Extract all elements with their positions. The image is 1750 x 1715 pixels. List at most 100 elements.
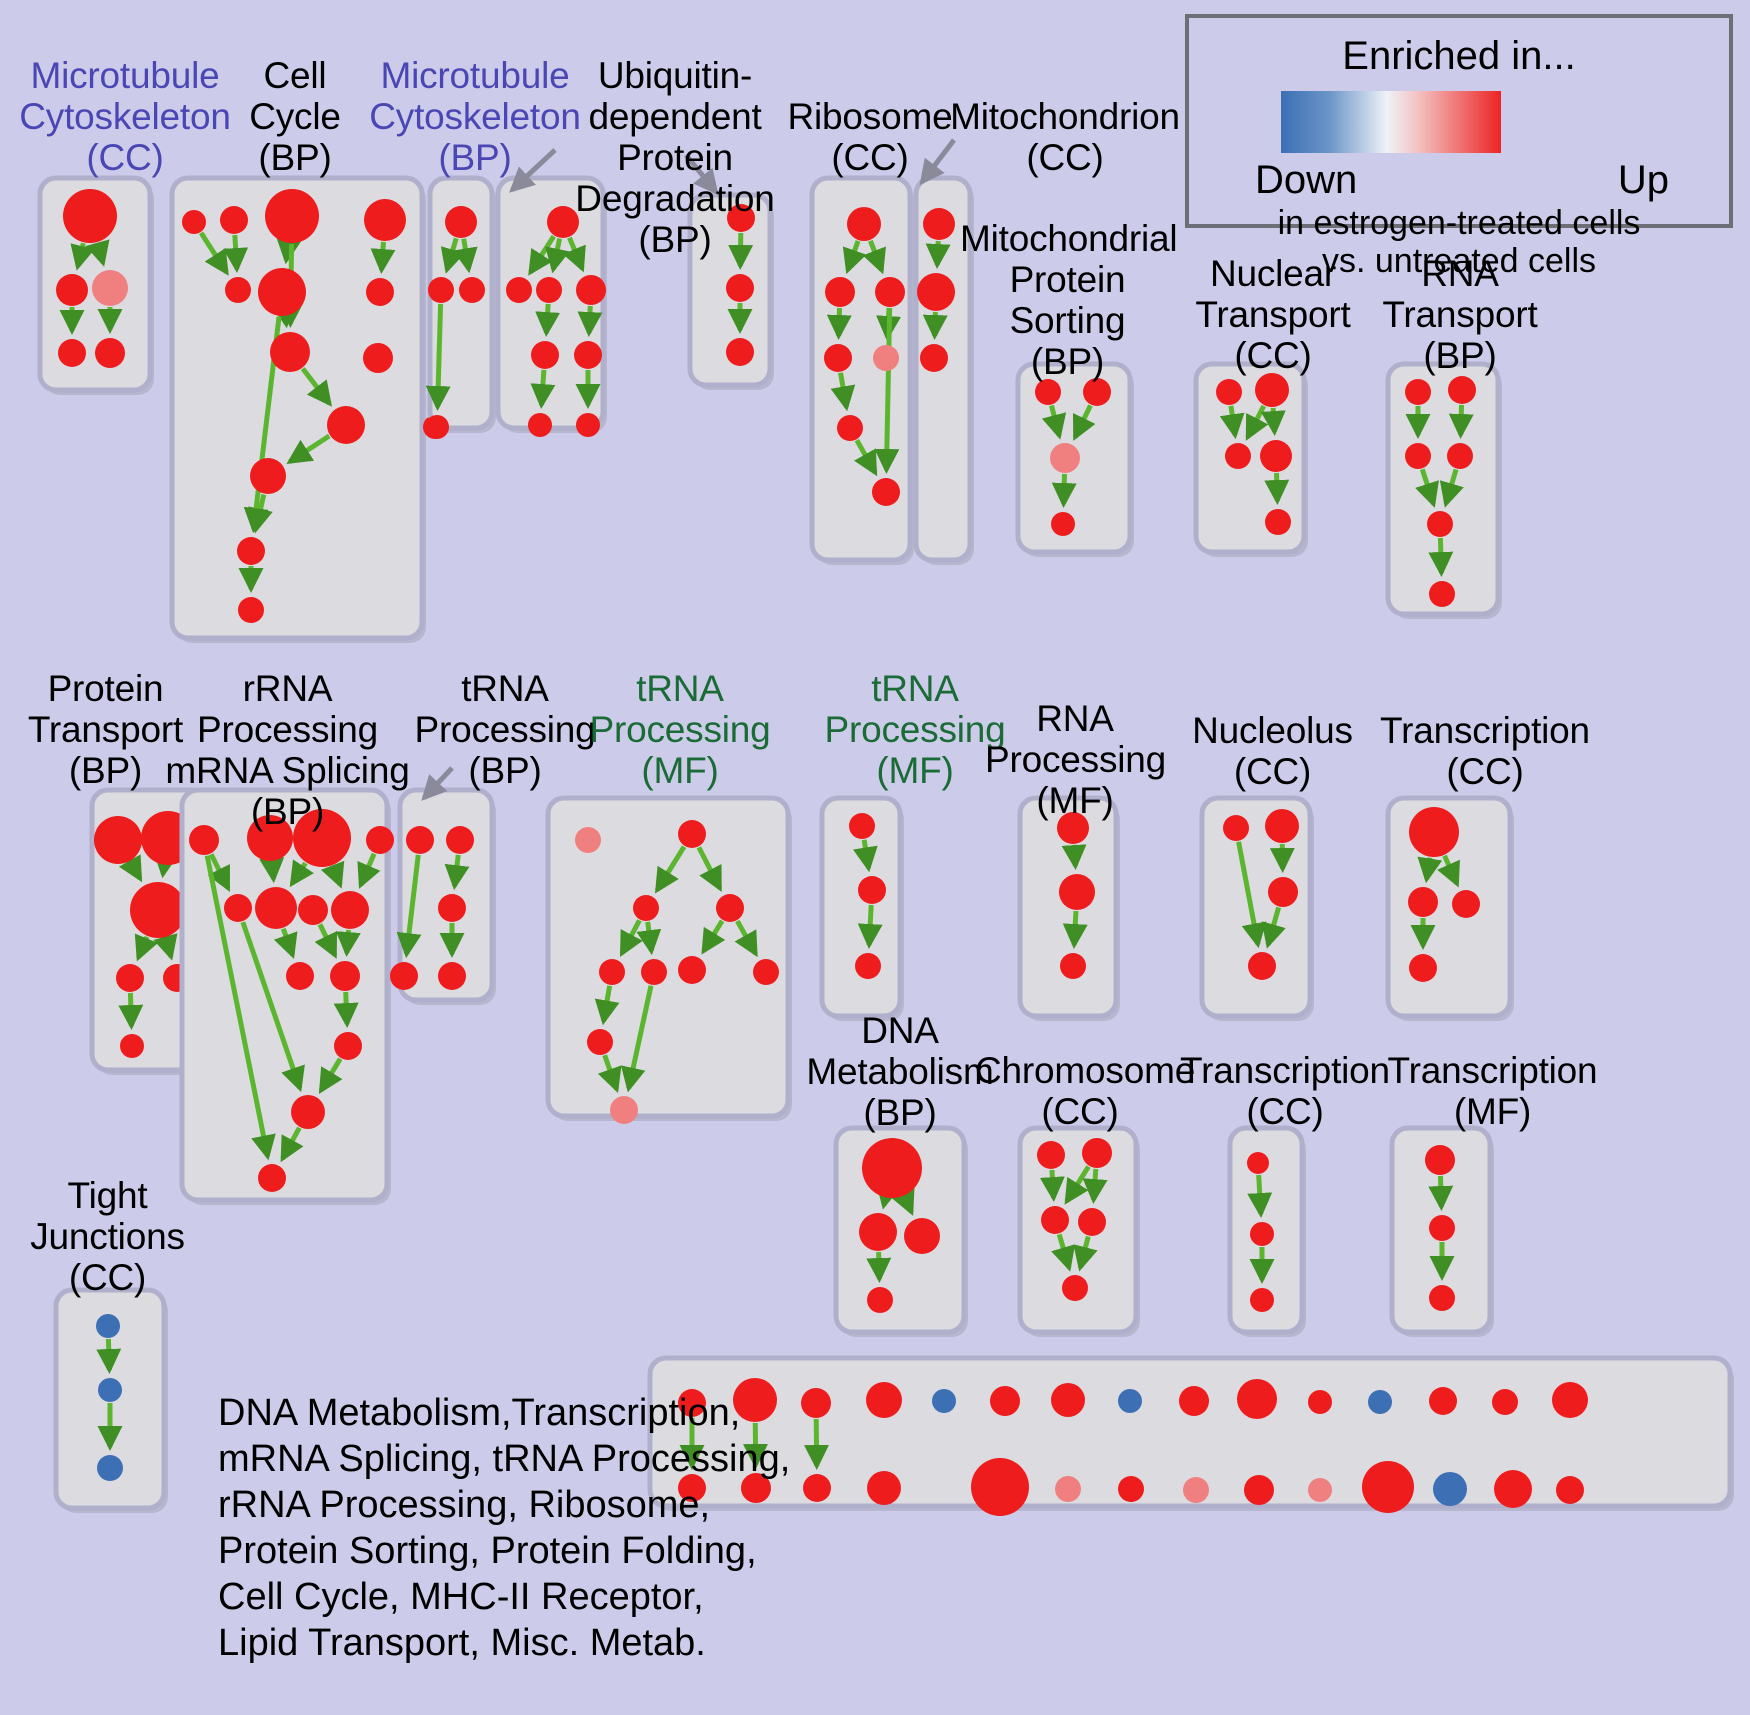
graph-node[interactable]	[859, 1213, 897, 1251]
graph-node[interactable]	[95, 338, 125, 368]
graph-node[interactable]	[824, 344, 852, 372]
graph-node[interactable]	[1247, 1152, 1269, 1174]
graph-node[interactable]	[1179, 1386, 1209, 1416]
graph-node[interactable]	[825, 277, 855, 307]
graph-node[interactable]	[1216, 379, 1242, 405]
graph-node[interactable]	[1083, 378, 1111, 406]
cluster-box[interactable]	[1385, 795, 1513, 1019]
cluster-box[interactable]	[819, 795, 903, 1019]
graph-node[interactable]	[1308, 1478, 1332, 1502]
graph-node[interactable]	[130, 882, 186, 938]
graph-node[interactable]	[258, 1164, 286, 1192]
graph-node[interactable]	[867, 1287, 893, 1313]
graph-node[interactable]	[920, 344, 948, 372]
graph-node[interactable]	[1118, 1389, 1142, 1413]
graph-node[interactable]	[94, 816, 142, 864]
cluster-box[interactable]	[1193, 361, 1307, 555]
graph-node[interactable]	[587, 1029, 613, 1055]
graph-node[interactable]	[286, 962, 314, 990]
graph-node[interactable]	[116, 964, 144, 992]
graph-node[interactable]	[446, 826, 474, 854]
cluster-box[interactable]	[647, 1355, 1733, 1509]
cluster-box[interactable]	[1199, 795, 1313, 1019]
graph-node[interactable]	[298, 895, 328, 925]
graph-node[interactable]	[1429, 581, 1455, 607]
graph-node[interactable]	[1062, 1275, 1088, 1301]
graph-node[interactable]	[1405, 443, 1431, 469]
graph-node[interactable]	[576, 275, 606, 305]
graph-node[interactable]	[1408, 887, 1438, 917]
graph-node[interactable]	[97, 1455, 123, 1481]
graph-node[interactable]	[599, 959, 625, 985]
graph-node[interactable]	[1405, 379, 1431, 405]
graph-node[interactable]	[327, 406, 365, 444]
cluster-box[interactable]	[169, 175, 425, 641]
graph-node[interactable]	[56, 274, 88, 306]
graph-node[interactable]	[1409, 954, 1437, 982]
graph-node[interactable]	[932, 1389, 956, 1413]
graph-node[interactable]	[528, 413, 552, 437]
graph-node[interactable]	[506, 277, 532, 303]
cluster-box[interactable]	[1017, 1125, 1139, 1335]
graph-node[interactable]	[1060, 953, 1086, 979]
graph-node[interactable]	[837, 415, 863, 441]
graph-node[interactable]	[1248, 952, 1276, 980]
graph-node[interactable]	[1250, 1288, 1274, 1312]
graph-node[interactable]	[238, 597, 264, 623]
graph-node[interactable]	[574, 341, 602, 369]
graph-node[interactable]	[1429, 1215, 1455, 1241]
graph-node[interactable]	[1552, 1382, 1588, 1418]
graph-node[interactable]	[990, 1386, 1020, 1416]
graph-node[interactable]	[1425, 1145, 1455, 1175]
graph-node[interactable]	[917, 273, 955, 311]
graph-node[interactable]	[1050, 443, 1080, 473]
graph-node[interactable]	[536, 277, 562, 303]
graph-node[interactable]	[98, 1378, 122, 1402]
cluster-box[interactable]	[545, 795, 791, 1119]
cluster-box[interactable]	[833, 1125, 967, 1335]
graph-node[interactable]	[716, 894, 744, 922]
graph-node[interactable]	[1494, 1470, 1532, 1508]
graph-node[interactable]	[334, 1032, 362, 1060]
graph-node[interactable]	[873, 345, 899, 371]
graph-node[interactable]	[1183, 1477, 1209, 1503]
graph-node[interactable]	[58, 339, 86, 367]
graph-node[interactable]	[847, 207, 881, 241]
graph-node[interactable]	[1082, 1138, 1112, 1168]
graph-node[interactable]	[224, 894, 252, 922]
graph-node[interactable]	[1265, 509, 1291, 535]
graph-node[interactable]	[255, 887, 297, 929]
graph-node[interactable]	[92, 270, 128, 306]
graph-node[interactable]	[531, 341, 559, 369]
graph-node[interactable]	[872, 478, 900, 506]
graph-node[interactable]	[330, 961, 360, 991]
cluster-box[interactable]	[179, 787, 390, 1203]
graph-node[interactable]	[250, 458, 286, 494]
graph-node[interactable]	[923, 208, 955, 240]
graph-node[interactable]	[1433, 1472, 1467, 1506]
graph-node[interactable]	[1429, 1285, 1455, 1311]
graph-node[interactable]	[610, 1096, 638, 1124]
graph-node[interactable]	[971, 1458, 1029, 1516]
graph-node[interactable]	[1429, 1387, 1457, 1415]
graph-node[interactable]	[801, 1388, 831, 1418]
graph-node[interactable]	[1237, 1379, 1277, 1419]
graph-node[interactable]	[225, 277, 251, 303]
graph-node[interactable]	[866, 1382, 902, 1418]
graph-node[interactable]	[1368, 1390, 1392, 1414]
graph-node[interactable]	[1223, 815, 1249, 841]
graph-node[interactable]	[862, 1138, 922, 1198]
graph-node[interactable]	[363, 343, 393, 373]
graph-node[interactable]	[753, 959, 779, 985]
graph-node[interactable]	[425, 415, 449, 439]
graph-node[interactable]	[855, 953, 881, 979]
graph-node[interactable]	[575, 827, 601, 853]
graph-node[interactable]	[1255, 373, 1289, 407]
graph-node[interactable]	[678, 956, 706, 984]
graph-node[interactable]	[633, 895, 659, 921]
graph-node[interactable]	[726, 338, 754, 366]
graph-node[interactable]	[1409, 807, 1459, 857]
graph-node[interactable]	[423, 415, 447, 439]
graph-node[interactable]	[258, 268, 306, 316]
graph-node[interactable]	[96, 1314, 120, 1338]
